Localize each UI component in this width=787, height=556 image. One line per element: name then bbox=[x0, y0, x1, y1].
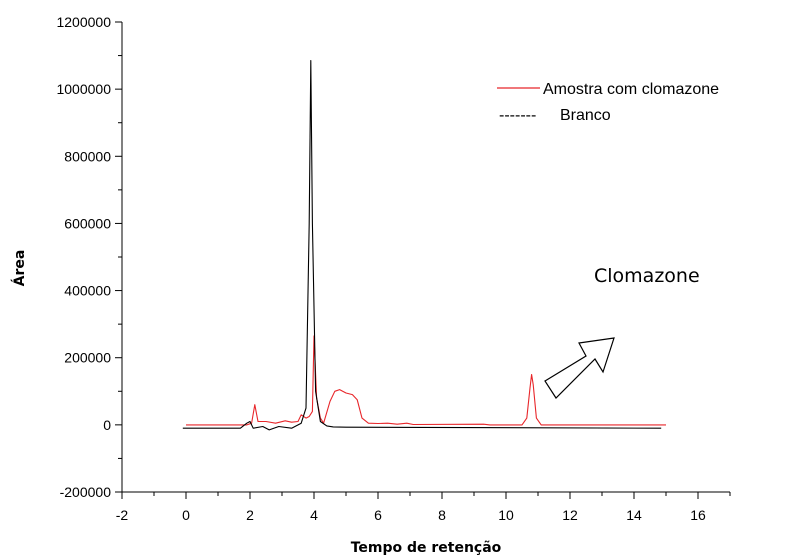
legend-label-series-1: Amostra com clomazone bbox=[543, 81, 719, 98]
x-tick-label: 10 bbox=[498, 507, 514, 523]
x-tick-label: 4 bbox=[310, 507, 318, 523]
x-tick-label: 16 bbox=[690, 507, 706, 523]
clomazone-annotation: Clomazone bbox=[594, 265, 700, 287]
x-tick-label: 8 bbox=[438, 507, 446, 523]
y-tick-label: 1200000 bbox=[56, 14, 111, 30]
legend-label-series-2: Branco bbox=[560, 107, 611, 124]
y-tick-label: 400000 bbox=[64, 283, 111, 299]
x-tick-label: -2 bbox=[116, 507, 129, 523]
series-line-1 bbox=[186, 335, 666, 426]
y-tick-label: 600000 bbox=[64, 215, 111, 231]
series-lines bbox=[182, 60, 666, 431]
x-tick-label: 14 bbox=[626, 507, 642, 523]
x-tick-label: 2 bbox=[246, 507, 254, 523]
x-axis-title: Tempo de retenção bbox=[351, 540, 502, 556]
x-axis-ticks: -2 0 2 4 6 8 10 12 14 16 bbox=[116, 492, 731, 523]
legend: Amostra com clomazone ------- Branco bbox=[497, 81, 719, 124]
y-tick-label: 0 bbox=[103, 417, 111, 433]
arrow-icon bbox=[544, 337, 615, 399]
y-tick-label: 200000 bbox=[64, 350, 111, 366]
x-tick-label: 6 bbox=[374, 507, 382, 523]
y-axis-ticks: -200000 0 200000 400000 600000 800000 1000000 1… bbox=[56, 14, 122, 500]
y-tick-label: -200000 bbox=[60, 484, 112, 500]
legend-entry-series-2: ------- Branco bbox=[499, 107, 611, 124]
series-line-2 bbox=[182, 60, 662, 431]
x-tick-label: 12 bbox=[562, 507, 578, 523]
y-axis-title: Área bbox=[11, 250, 28, 287]
legend-entry-series-1: Amostra com clomazone bbox=[497, 81, 719, 98]
y-tick-label: 1000000 bbox=[56, 81, 111, 97]
y-tick-label: 800000 bbox=[64, 148, 111, 164]
legend-marker-series-2: ------- bbox=[499, 107, 536, 124]
x-tick-label: 0 bbox=[182, 507, 190, 523]
